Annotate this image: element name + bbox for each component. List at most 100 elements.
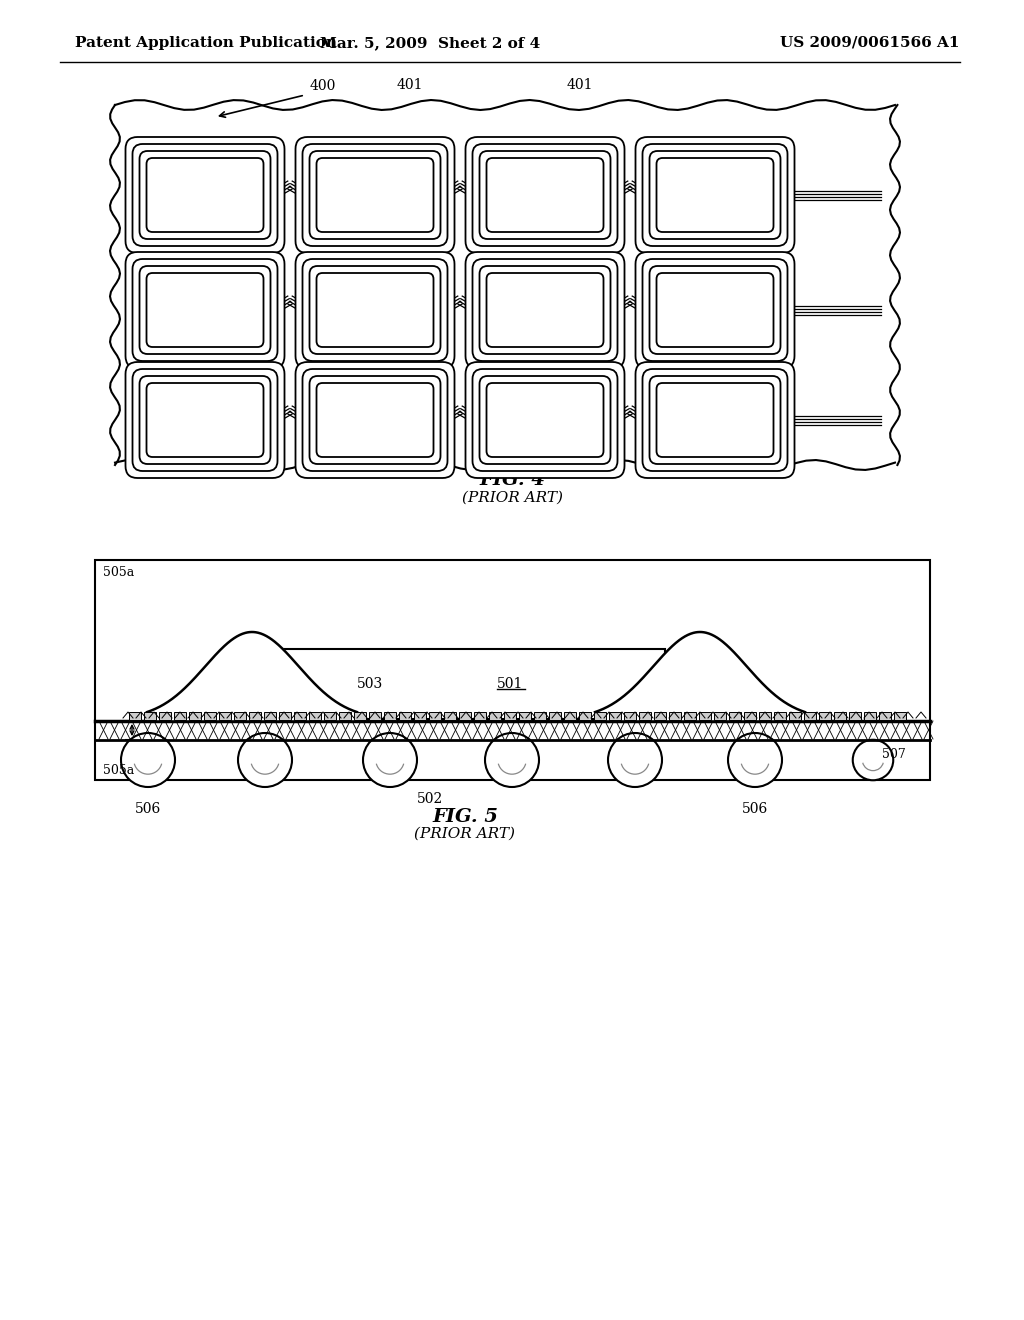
Bar	[639, 711, 651, 719]
FancyBboxPatch shape	[466, 252, 625, 368]
Bar	[654, 711, 666, 719]
Text: 403: 403	[148, 315, 174, 329]
Bar	[429, 711, 441, 719]
Bar	[679, 417, 695, 437]
Text: FIG. 5: FIG. 5	[432, 808, 498, 826]
Bar	[159, 711, 171, 719]
Bar	[354, 711, 366, 719]
Text: 507: 507	[882, 748, 906, 762]
Bar	[551, 417, 567, 437]
Bar	[834, 711, 846, 719]
Bar	[394, 417, 412, 437]
Bar	[197, 417, 213, 437]
Text: 402: 402	[191, 446, 218, 459]
Bar	[594, 711, 606, 719]
Text: 505a: 505a	[103, 565, 134, 578]
Bar	[504, 711, 516, 719]
Bar	[324, 711, 336, 719]
Bar	[509, 417, 525, 437]
Text: 504: 504	[703, 682, 729, 696]
Text: 402: 402	[696, 446, 723, 459]
Text: 505a: 505a	[103, 764, 134, 777]
Text: (PRIOR ART): (PRIOR ART)	[462, 491, 562, 506]
Bar	[264, 711, 276, 719]
Text: US 2009/0061566 A1: US 2009/0061566 A1	[780, 36, 959, 50]
Bar	[459, 711, 471, 719]
Bar	[279, 711, 291, 719]
Text: 401: 401	[566, 78, 593, 92]
Bar	[189, 711, 201, 719]
Bar	[339, 417, 355, 437]
Text: 400: 400	[310, 79, 336, 92]
Bar	[537, 417, 554, 437]
Bar	[894, 711, 906, 719]
Bar	[369, 711, 381, 719]
Bar	[204, 711, 216, 719]
Circle shape	[362, 733, 417, 787]
FancyBboxPatch shape	[466, 137, 625, 253]
Bar	[219, 711, 231, 719]
Bar	[174, 711, 186, 719]
Bar	[849, 711, 861, 719]
Bar	[339, 711, 351, 719]
Bar	[774, 711, 786, 719]
Text: 402: 402	[526, 446, 553, 459]
Bar	[144, 711, 156, 719]
Bar	[522, 417, 540, 437]
Circle shape	[238, 733, 292, 787]
Bar	[609, 711, 621, 719]
Bar	[234, 711, 246, 719]
Text: 503: 503	[357, 677, 383, 690]
Bar	[759, 711, 771, 719]
Bar	[864, 711, 876, 719]
FancyBboxPatch shape	[126, 137, 285, 253]
Bar	[669, 711, 681, 719]
Bar	[564, 711, 575, 719]
Bar	[721, 417, 737, 437]
Bar	[879, 711, 891, 719]
Bar	[744, 711, 756, 719]
Bar	[182, 417, 200, 437]
Text: 403: 403	[148, 405, 174, 418]
Bar	[444, 711, 456, 719]
Bar	[790, 711, 801, 719]
Bar	[294, 711, 306, 719]
Bar	[534, 711, 546, 719]
Circle shape	[853, 739, 893, 780]
Bar	[249, 711, 261, 719]
FancyBboxPatch shape	[296, 362, 455, 478]
FancyBboxPatch shape	[636, 362, 795, 478]
Text: (PRIOR ART): (PRIOR ART)	[415, 828, 515, 841]
Bar	[367, 417, 384, 437]
Bar	[579, 711, 591, 719]
Text: FIG. 4: FIG. 4	[479, 471, 545, 488]
Bar	[381, 417, 397, 437]
Bar	[699, 711, 711, 719]
Text: Mar. 5, 2009  Sheet 2 of 4: Mar. 5, 2009 Sheet 2 of 4	[319, 36, 540, 50]
Circle shape	[121, 733, 175, 787]
FancyBboxPatch shape	[296, 137, 455, 253]
Bar	[692, 417, 710, 437]
FancyBboxPatch shape	[636, 137, 795, 253]
Text: 506: 506	[135, 803, 161, 816]
Bar	[129, 711, 141, 719]
Text: 505: 505	[193, 682, 218, 696]
Bar	[734, 417, 752, 437]
Text: 401: 401	[396, 78, 423, 92]
Bar	[211, 417, 227, 437]
Bar	[549, 711, 561, 719]
Bar	[224, 417, 242, 437]
Text: Patent Application Publication: Patent Application Publication	[75, 36, 337, 50]
Bar	[489, 711, 501, 719]
Bar	[309, 711, 321, 719]
FancyBboxPatch shape	[126, 252, 285, 368]
Bar	[684, 711, 696, 719]
FancyBboxPatch shape	[466, 362, 625, 478]
Circle shape	[728, 733, 782, 787]
Bar	[384, 711, 396, 719]
Text: 501: 501	[497, 677, 523, 690]
FancyBboxPatch shape	[296, 252, 455, 368]
Bar	[352, 417, 370, 437]
Bar	[729, 711, 741, 719]
Text: 502: 502	[417, 792, 443, 807]
